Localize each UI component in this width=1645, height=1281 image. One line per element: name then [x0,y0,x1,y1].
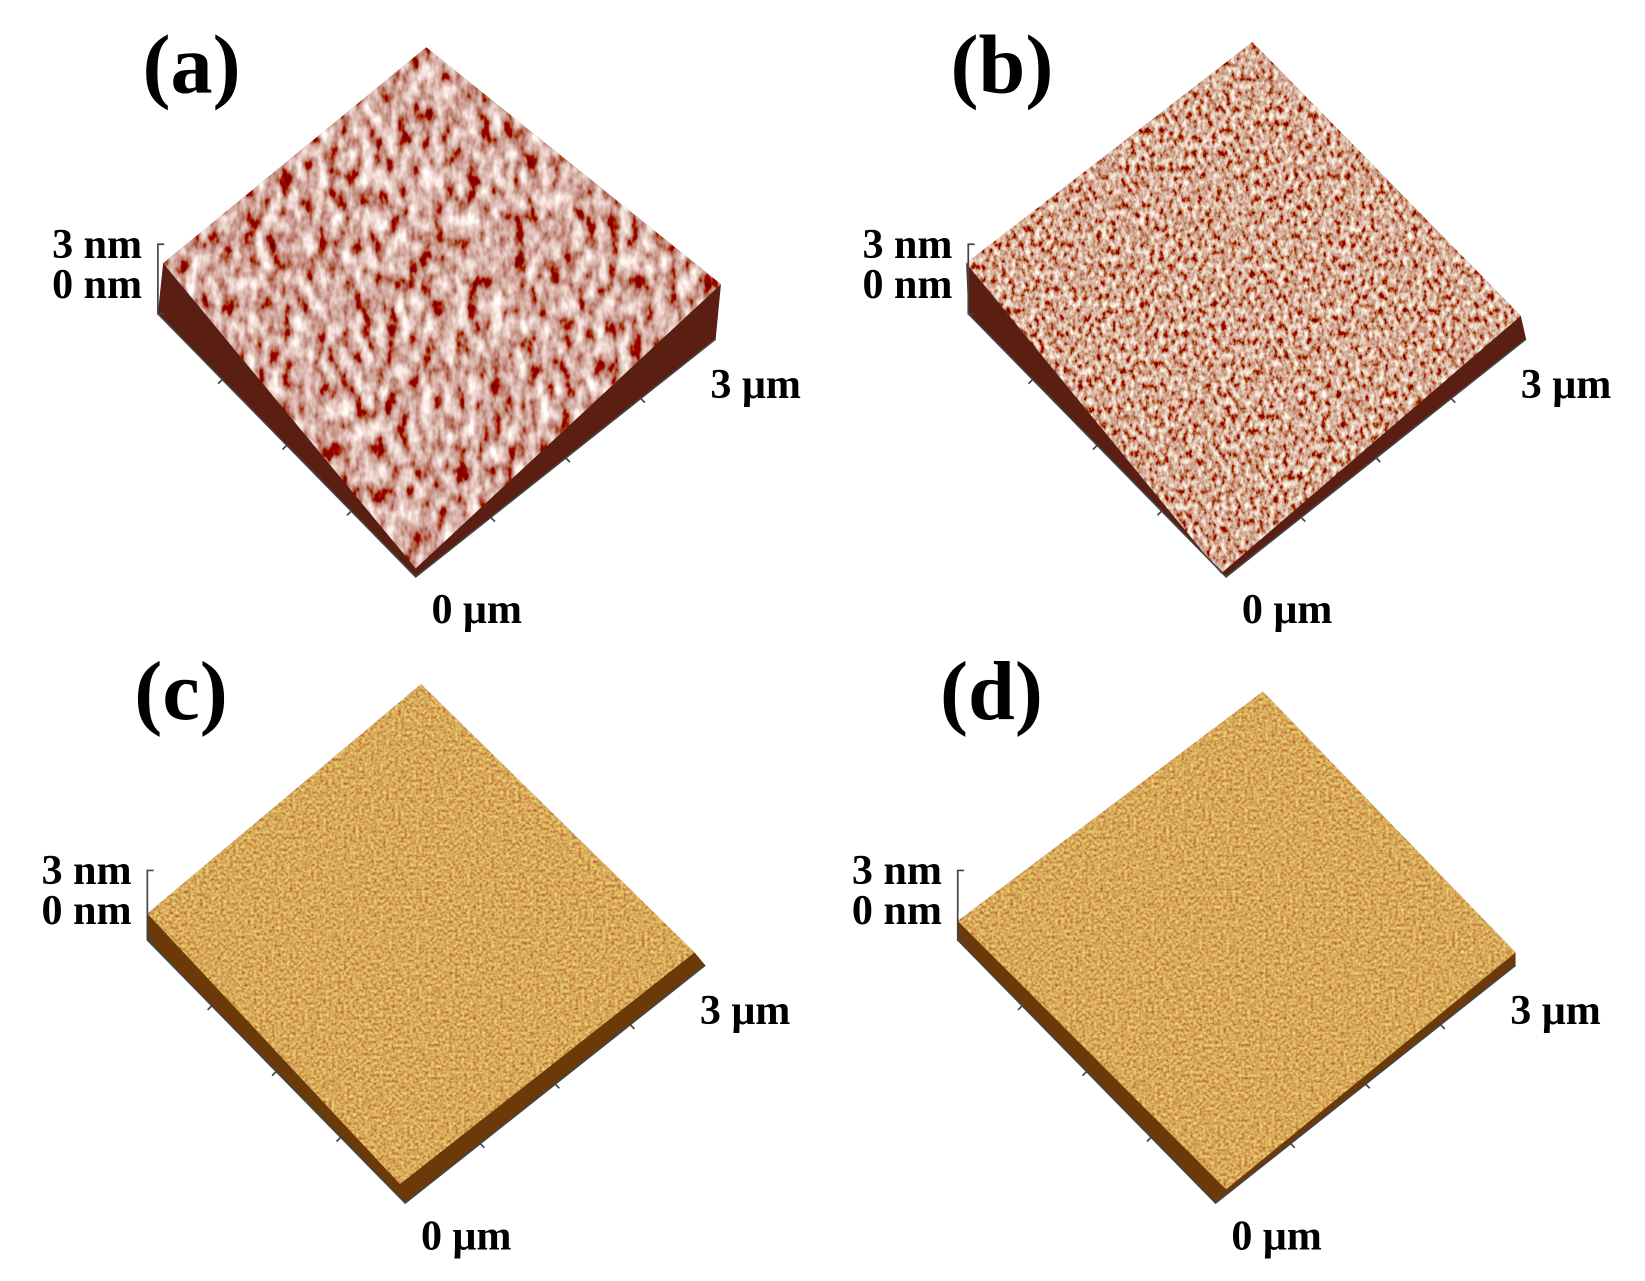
axis-tick [217,378,223,385]
axis-tick [1300,516,1306,523]
z-top-label: 3 nm [862,221,952,268]
z-axis [967,243,975,315]
x-start-label: 0 μm [1231,1212,1321,1259]
axis-line [146,939,706,1205]
axis-tick [1092,444,1098,451]
afm-panel: (d) 3 nm0 nm 3 μm 0 μm [852,645,1601,1259]
panel-label: (a) [142,19,240,112]
x-end-label: 3 μm [1510,987,1600,1034]
x-end-label: 3 μm [1521,361,1611,408]
axis-tick [629,1024,635,1030]
axis-tick [207,1005,213,1011]
z-top-label: 3 nm [42,847,132,894]
z-bottom-label: 0 nm [42,887,132,934]
z-axis [956,869,965,941]
axis-tick [565,457,571,463]
axis-line [967,313,1527,578]
axis-tick [1017,1005,1023,1011]
axis-line [957,939,1517,1205]
z-axis [146,869,154,941]
afm-panel: (b) 3 nm0 nm 3 μm 0 μm [862,19,1611,633]
panel-label: (d) [940,645,1043,738]
axis-tick [346,510,352,516]
axis-tick [640,397,646,404]
axis-tick [281,444,288,451]
panel-label: (c) [134,645,227,738]
axis-tick [479,1142,485,1149]
z-bottom-label: 0 nm [852,887,942,934]
panel-label: (b) [950,19,1053,112]
axis-tick [554,1083,560,1089]
axis-tick [1081,1070,1088,1077]
z-axis [157,243,165,315]
z-top-label: 3 nm [52,221,142,268]
x-start-label: 0 μm [432,586,522,633]
axis-tick [1156,510,1163,516]
surface [147,684,695,1185]
surface [163,47,721,569]
z-bottom-label: 0 nm [862,261,952,308]
z-bottom-label: 0 nm [52,261,142,308]
axis-tick [335,1136,342,1143]
axis-tick [1450,397,1456,404]
x-end-label: 3 μm [710,361,800,408]
axis-tick [490,516,496,523]
afm-panel: (a) 3 nm0 nm 3 μm 0 μm [52,19,801,633]
afm-panel: (c) 3 nm0 nm 3 μm 0 μm [42,645,791,1259]
x-start-label: 0 μm [421,1212,511,1259]
z-top-label: 3 nm [852,847,942,894]
x-end-label: 3 μm [700,987,790,1034]
x-start-label: 0 μm [1242,586,1332,633]
axis-tick [1439,1024,1446,1030]
axis-tick [1027,378,1034,385]
axis-line [157,313,717,578]
axis-tick [1375,457,1381,463]
surface [966,42,1521,574]
surface [957,691,1516,1190]
axis-tick [271,1070,277,1077]
axis-tick [1364,1083,1371,1089]
axis-tick [1146,1136,1152,1143]
axis-tick [1289,1142,1296,1149]
